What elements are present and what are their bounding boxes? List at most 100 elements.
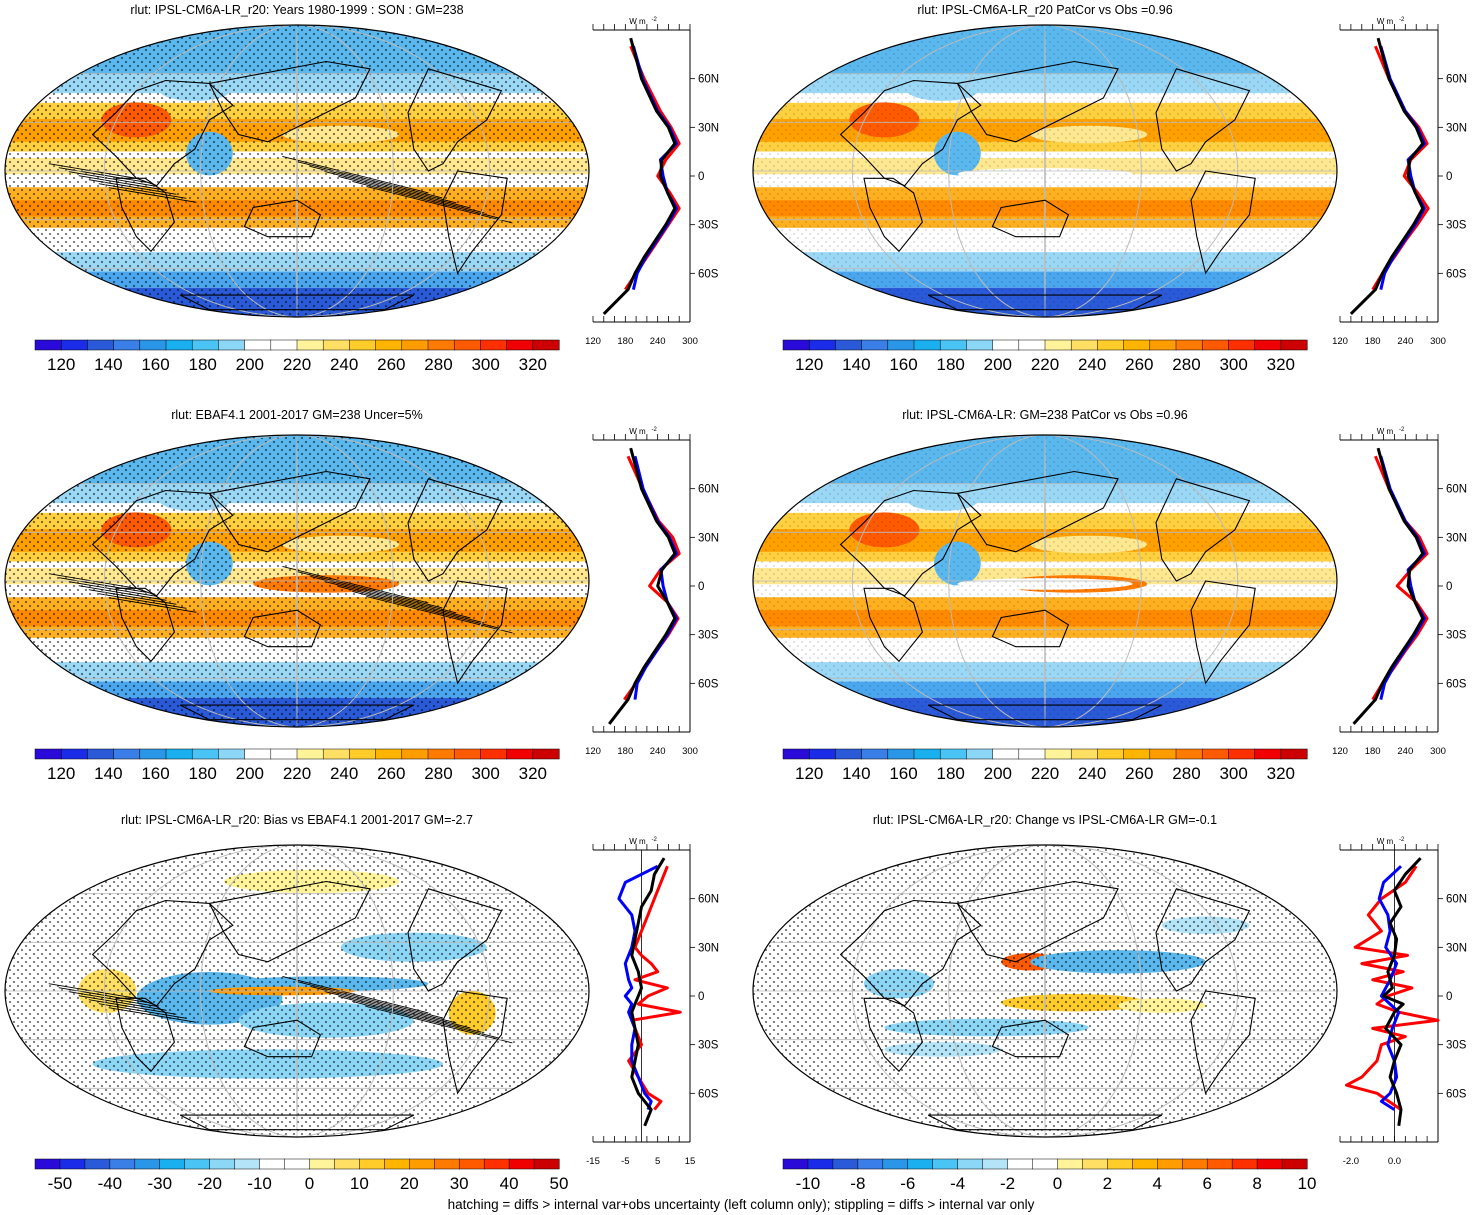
colorbar-swatch bbox=[1280, 748, 1308, 760]
lat-tick-label: 0 bbox=[698, 991, 704, 1003]
colorbar-swatch bbox=[134, 1158, 161, 1170]
colorbar-swatch bbox=[508, 1158, 535, 1170]
map-panel-1: rlut: IPSL-CM6A-LR_r20: Years 1980-1999 … bbox=[4, 3, 719, 374]
colorbar-tick-label: 260 bbox=[377, 764, 405, 783]
colorbar-swatch bbox=[296, 339, 324, 351]
hatching bbox=[48, 975, 513, 1044]
colorbar-swatch bbox=[808, 748, 836, 760]
colorbar-tick-label: 240 bbox=[330, 764, 358, 783]
colorbar-tick-label: -50 bbox=[48, 1174, 73, 1193]
colorbar: -10 -8 -6 -4 -2 0 2 4 6 8 10 bbox=[782, 1158, 1316, 1193]
colorbar-swatch bbox=[139, 339, 167, 351]
graticule bbox=[753, 25, 1337, 317]
colorbar-swatch bbox=[296, 748, 324, 760]
colorbar-swatch bbox=[1044, 748, 1072, 760]
zonal-mean-panel: W m -2 60N 30N 0 30S 60S -15 -5 5 15 bbox=[586, 837, 719, 1167]
lat-tick-label: 60S bbox=[698, 268, 719, 280]
zonal-unit: W m bbox=[629, 17, 646, 26]
colorbar-swatch bbox=[982, 1158, 1009, 1170]
lat-tick-label: 30N bbox=[1446, 122, 1467, 134]
colorbar-tick-label: 10 bbox=[350, 1174, 369, 1193]
colorbar-tick-label: 8 bbox=[1252, 1174, 1261, 1193]
colorbar-swatch bbox=[782, 339, 810, 351]
coastlines bbox=[91, 880, 508, 1131]
zonal-x-tick-label: 180 bbox=[1365, 746, 1381, 757]
graticule bbox=[5, 435, 589, 727]
map-panel-5: rlut: IPSL-CM6A-LR_r20: Bias vs EBAF4.1 … bbox=[4, 813, 719, 1193]
zonal-x-tick-label: 240 bbox=[1397, 336, 1413, 347]
colorbar-tick-label: 200 bbox=[984, 764, 1012, 783]
colorbar-tick-label: 200 bbox=[984, 355, 1012, 374]
colorbar-tick-label: 0 bbox=[305, 1174, 314, 1193]
zonal-mean-panel: W m -2 60N 30N 0 30S 60S 120 180 240 300 bbox=[585, 427, 719, 757]
zonal-x-tick-label: 120 bbox=[1332, 336, 1348, 347]
colorbar: 120 140 160 180 200 220 240 260 280 300 320 bbox=[782, 339, 1308, 374]
colorbar-tick-label: 200 bbox=[236, 764, 264, 783]
zonal-x-tick-label: 120 bbox=[585, 746, 601, 757]
lat-tick-label: 60N bbox=[1446, 74, 1467, 86]
colorbar-tick-label: 4 bbox=[1153, 1174, 1162, 1193]
colorbar-swatch bbox=[60, 339, 88, 351]
colorbar-swatch bbox=[1132, 1158, 1158, 1170]
zonal-series-line bbox=[1379, 45, 1426, 290]
colorbar-swatch bbox=[1123, 339, 1151, 351]
colorbar-swatch bbox=[334, 1158, 360, 1170]
colorbar-swatch bbox=[1157, 1158, 1183, 1170]
colorbar-tick-label: 320 bbox=[519, 764, 547, 783]
colorbar-swatch bbox=[1175, 339, 1203, 351]
colorbar-swatch bbox=[409, 1158, 435, 1170]
panel-title: rlut: IPSL-CM6A-LR_r20: Years 1980-1999 … bbox=[130, 3, 463, 17]
colorbar-swatch bbox=[532, 339, 560, 351]
lat-tick-label: 60S bbox=[1446, 268, 1467, 280]
colorbar-swatch bbox=[34, 1158, 61, 1170]
lat-tick-label: 60S bbox=[1446, 1088, 1467, 1100]
lat-tick-label: 30S bbox=[698, 1040, 719, 1052]
coastlines bbox=[839, 470, 1256, 721]
zonal-unit-sup: -2 bbox=[1399, 427, 1405, 433]
lat-tick-label: 30N bbox=[1446, 942, 1467, 954]
colorbar-tick-label: -4 bbox=[950, 1174, 965, 1193]
colorbar-swatch bbox=[1206, 1158, 1233, 1170]
colorbar-swatch bbox=[322, 748, 350, 760]
colorbar: 120 140 160 180 200 220 240 260 280 300 320 bbox=[34, 748, 560, 783]
zonal-mean-panel: W m -2 60N 30N 0 30S 60S 120 180 240 300 bbox=[585, 17, 719, 347]
lat-tick-label: 30N bbox=[698, 942, 719, 954]
zonal-series-line bbox=[1371, 455, 1429, 701]
colorbar-tick-label: 280 bbox=[1172, 355, 1200, 374]
zonal-x-tick-label: 240 bbox=[1397, 746, 1413, 757]
colorbar-swatch bbox=[34, 339, 62, 351]
colorbar-swatch bbox=[835, 339, 863, 351]
zonal-unit: W m bbox=[1377, 427, 1394, 436]
zonal-mean-panel: W m -2 60N 30N 0 30S 60S -2.0 0.0 bbox=[1339, 837, 1467, 1167]
colorbar-swatch bbox=[139, 748, 167, 760]
colorbar-swatch bbox=[1201, 339, 1229, 351]
colorbar-swatch bbox=[1070, 748, 1098, 760]
lat-tick-label: 60S bbox=[698, 678, 719, 690]
colorbar-swatch bbox=[939, 748, 967, 760]
zonal-mean-panel: W m -2 60N 30N 0 30S 60S 120 180 240 300 bbox=[1332, 17, 1467, 347]
coastlines bbox=[91, 60, 508, 311]
colorbar-tick-label: 160 bbox=[889, 355, 917, 374]
colorbar-swatch bbox=[1018, 748, 1046, 760]
colorbar-swatch bbox=[533, 1158, 560, 1170]
colorbar: 120 140 160 180 200 220 240 260 280 300 320 bbox=[34, 339, 560, 374]
colorbar-swatch bbox=[861, 748, 889, 760]
colorbar-tick-label: 320 bbox=[1267, 355, 1295, 374]
colorbar-swatch bbox=[453, 748, 481, 760]
colorbar-swatch bbox=[191, 748, 219, 760]
colorbar-swatch bbox=[284, 1158, 311, 1170]
colorbar-swatch bbox=[184, 1158, 211, 1170]
colorbar-tick-label: 160 bbox=[889, 764, 917, 783]
zonal-x-tick-label: 300 bbox=[1430, 336, 1446, 347]
colorbar-tick-label: 320 bbox=[519, 355, 547, 374]
colorbar-swatch bbox=[113, 339, 141, 351]
colorbar-tick-label: 260 bbox=[1125, 355, 1153, 374]
colorbar-swatch bbox=[913, 748, 941, 760]
map-field bbox=[5, 845, 589, 1137]
lat-tick-label: 60N bbox=[698, 894, 719, 906]
lat-tick-label: 0 bbox=[1446, 171, 1452, 183]
colorbar-swatch bbox=[401, 339, 429, 351]
colorbar-swatch bbox=[483, 1158, 510, 1170]
zonal-x-tick-label: 120 bbox=[1332, 746, 1348, 757]
colorbar-tick-label: 320 bbox=[1267, 764, 1295, 783]
